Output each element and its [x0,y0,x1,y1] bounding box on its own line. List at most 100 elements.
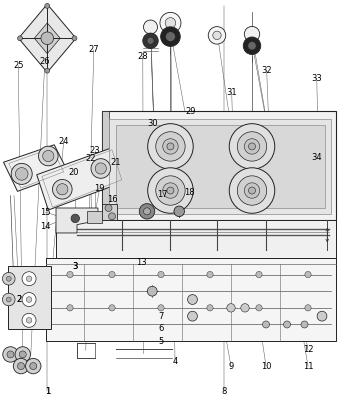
Circle shape [248,42,256,50]
Polygon shape [56,208,98,233]
Circle shape [174,206,184,217]
Polygon shape [108,119,331,214]
Circle shape [148,168,193,213]
Circle shape [262,321,270,328]
Circle shape [45,3,50,8]
Polygon shape [102,204,117,220]
Text: 3: 3 [72,262,78,271]
Circle shape [22,292,36,307]
Circle shape [105,205,112,211]
Polygon shape [102,111,108,235]
Text: 34: 34 [312,153,322,162]
Text: 21: 21 [110,158,121,167]
Circle shape [22,272,36,286]
Circle shape [237,132,267,161]
Polygon shape [116,125,325,208]
Text: 18: 18 [184,188,194,197]
Circle shape [2,293,15,306]
Circle shape [161,27,180,47]
Circle shape [26,358,41,374]
Circle shape [305,305,311,311]
Text: 2: 2 [17,295,22,304]
Circle shape [158,271,164,278]
Circle shape [248,187,256,194]
Circle shape [52,179,72,199]
Circle shape [213,31,221,40]
Text: 29: 29 [186,107,196,116]
Text: 17: 17 [158,190,168,199]
Circle shape [95,163,106,174]
Circle shape [144,20,158,34]
Circle shape [208,27,226,44]
Text: 23: 23 [90,146,100,155]
Circle shape [317,311,327,321]
Circle shape [163,139,178,154]
Text: 5: 5 [158,337,164,346]
Polygon shape [19,4,76,72]
Text: 24: 24 [58,137,69,146]
Circle shape [45,68,50,73]
Circle shape [163,183,178,198]
Circle shape [26,297,32,302]
Circle shape [2,272,15,285]
Text: 19: 19 [94,183,105,193]
Circle shape [144,208,150,215]
Circle shape [108,213,116,220]
Text: 4: 4 [172,357,177,366]
Circle shape [188,311,197,321]
Polygon shape [37,146,126,210]
Circle shape [139,203,155,219]
Circle shape [256,305,262,311]
Circle shape [91,158,111,178]
Circle shape [244,139,260,154]
Circle shape [188,295,197,305]
Text: 20: 20 [68,168,79,177]
Circle shape [57,184,68,195]
Circle shape [38,146,58,166]
Circle shape [207,305,213,311]
Circle shape [244,183,260,198]
Circle shape [67,271,73,278]
Text: 1: 1 [45,387,50,396]
Polygon shape [102,111,336,220]
Circle shape [41,32,54,45]
Text: 2: 2 [17,295,22,304]
Text: 33: 33 [312,74,322,83]
Circle shape [71,214,79,223]
Polygon shape [87,211,101,223]
Circle shape [30,363,37,369]
Text: 6: 6 [158,324,164,333]
Polygon shape [4,145,68,191]
Circle shape [109,305,115,311]
Circle shape [256,271,262,278]
Text: 25: 25 [13,61,23,70]
Text: 16: 16 [107,195,117,204]
Circle shape [148,124,193,169]
Circle shape [26,317,32,323]
Text: 26: 26 [40,57,50,66]
Circle shape [241,304,249,312]
Circle shape [160,12,181,33]
Circle shape [156,176,185,205]
Circle shape [22,313,36,327]
Circle shape [26,276,32,282]
Text: 27: 27 [89,45,99,54]
Circle shape [15,168,28,180]
Circle shape [18,36,22,41]
Circle shape [167,143,174,150]
Circle shape [147,37,154,44]
Circle shape [7,351,14,358]
Circle shape [6,297,11,302]
Circle shape [147,286,157,296]
Text: 30: 30 [147,119,158,129]
Text: 14: 14 [40,222,51,231]
Text: 1: 1 [45,386,50,396]
Circle shape [6,276,11,281]
Circle shape [156,132,185,161]
Circle shape [227,304,235,312]
Circle shape [229,124,275,169]
Circle shape [15,347,30,362]
Circle shape [109,271,115,278]
Text: 32: 32 [261,66,272,75]
Circle shape [229,168,275,213]
